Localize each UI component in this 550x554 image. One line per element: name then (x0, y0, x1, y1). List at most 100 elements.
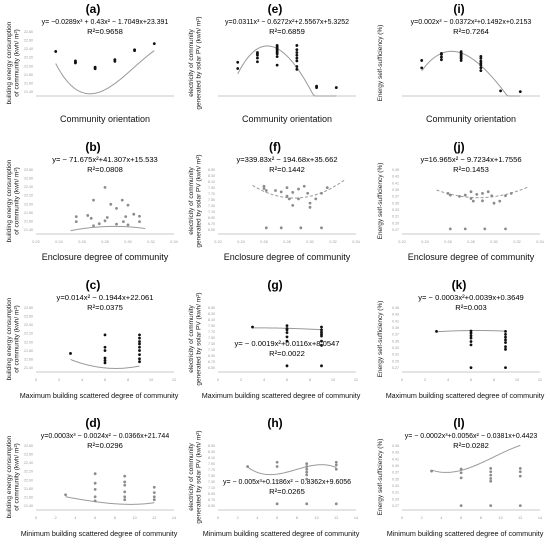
y-tick-label: 22.40 (24, 185, 33, 189)
data-point (74, 59, 77, 63)
data-point (504, 347, 507, 351)
y-tick-label: 0.33 (392, 484, 399, 488)
x-tick-label: 0.24 (237, 240, 244, 244)
y-tick-label: 0.33 (392, 208, 399, 212)
trendline-equation: y=0.0003x³ − 0.0024x² − 0.0366x+21.744 (41, 433, 170, 440)
data-point (275, 460, 279, 464)
y-tick-label: 8.50 (208, 444, 215, 448)
data-point (479, 57, 483, 60)
y-tick-label: 22.80 (24, 30, 33, 34)
y-tick-label: 0.33 (392, 346, 399, 350)
data-point (315, 84, 318, 88)
data-point (92, 198, 95, 202)
y-tick-label: 22.40 (24, 47, 33, 51)
x-tick-label: 4 (447, 378, 449, 382)
y-axis-label: Energy self-sufficiency (%) (377, 163, 384, 240)
data-point (320, 325, 323, 329)
y-tick-label: 0.39 (392, 464, 399, 468)
chart-panel-c: (c)22.8022.6022.4022.2022.0021.8021.6021… (6, 278, 179, 400)
trendline-equation: y= − 0.0019x²+0.0116x+8.0547 (235, 339, 340, 348)
y-tick-label: 0.29 (392, 359, 399, 363)
x-tick-label: 0.34 (536, 240, 543, 244)
data-point (285, 186, 289, 190)
y-tick-label: 6.70 (208, 222, 215, 226)
trendline-equation: y=0.014x² − 0.1944x+22.061 (57, 293, 154, 302)
data-point (123, 490, 127, 494)
y-axis-label: building energy consumptionof community … (6, 159, 21, 242)
x-axis-label: Minimum building scattered degree of com… (203, 529, 360, 538)
y-tick-label: 7.50 (208, 336, 215, 340)
y-tick-label: 0.43 (392, 451, 399, 455)
data-point (320, 330, 323, 334)
y-tick-label: 7.10 (208, 486, 215, 490)
data-point (305, 502, 309, 506)
data-point (504, 194, 507, 198)
data-point (297, 197, 300, 201)
data-point (93, 499, 97, 503)
y-tick-label: 22.80 (24, 168, 33, 172)
data-point (93, 481, 97, 485)
x-tick-label: 0.30 (306, 240, 313, 244)
data-point (138, 336, 141, 340)
data-point (325, 186, 329, 190)
data-point (518, 466, 522, 470)
data-point (103, 356, 107, 360)
x-axis-label: Maximum building scattered degree of com… (202, 391, 361, 400)
data-point (103, 333, 107, 337)
y-tick-label: 8.30 (208, 174, 215, 178)
x-tick-label: 0 (35, 516, 37, 520)
x-tick-label: 12 (538, 378, 542, 382)
y-tick-label: 0.41 (392, 319, 399, 323)
data-point (448, 193, 452, 197)
data-point (504, 366, 507, 369)
data-point (103, 361, 107, 365)
y-tick-label: 22.20 (24, 56, 33, 60)
data-point (285, 331, 289, 335)
x-tick-label: 2 (237, 516, 239, 520)
x-tick-label: 4 (81, 378, 83, 382)
data-point (504, 227, 507, 231)
x-tick-label: 10 (132, 516, 136, 520)
data-point (54, 50, 58, 53)
x-axis-label: Minimum building scattered degree of com… (21, 529, 178, 538)
data-point (236, 67, 240, 70)
x-tick-label: 6 (94, 516, 96, 520)
y-tick-label: 6.50 (208, 228, 215, 232)
data-point (518, 470, 522, 474)
r-squared-label: R²=0.6859 (269, 27, 305, 36)
x-tick-label: 12 (152, 516, 156, 520)
y-tick-label: 8.10 (208, 456, 215, 460)
data-point (103, 359, 107, 362)
data-point (93, 472, 97, 476)
y-tick-label: 6.90 (208, 354, 215, 358)
trend-line (70, 359, 140, 369)
data-point (479, 63, 483, 67)
y-tick-label: 22.20 (24, 470, 33, 474)
data-point (448, 227, 452, 231)
data-point (246, 465, 249, 468)
data-point (138, 333, 141, 337)
data-point (498, 199, 502, 203)
data-point (440, 55, 443, 59)
data-point (308, 205, 312, 209)
chart-panel-b: (b) 22.80 22.60 22.40 22.20 22.00 21.80 21.60 21… (6, 140, 178, 262)
data-point (275, 63, 279, 67)
data-point (285, 335, 289, 339)
panel-label: (g) (267, 278, 282, 292)
x-tick-label: 0 (401, 378, 403, 382)
data-point (138, 220, 141, 224)
y-tick-label: 0.35 (392, 339, 399, 343)
data-point (320, 332, 323, 336)
y-tick-label: 0.31 (392, 215, 399, 219)
y-tick-label: 7.90 (208, 462, 215, 466)
data-point (459, 504, 463, 507)
y-tick-label: 21.60 (24, 357, 33, 361)
data-point (446, 191, 450, 195)
data-point (132, 212, 136, 216)
y-axis-label: building energy consumptionof community … (6, 21, 21, 104)
y-axis-label: Energy self-sufficiency (%) (377, 439, 384, 516)
data-point (518, 90, 522, 93)
data-point (334, 460, 338, 464)
data-point (152, 485, 156, 489)
y-axis-label: building energy consumptionof community … (6, 297, 21, 380)
